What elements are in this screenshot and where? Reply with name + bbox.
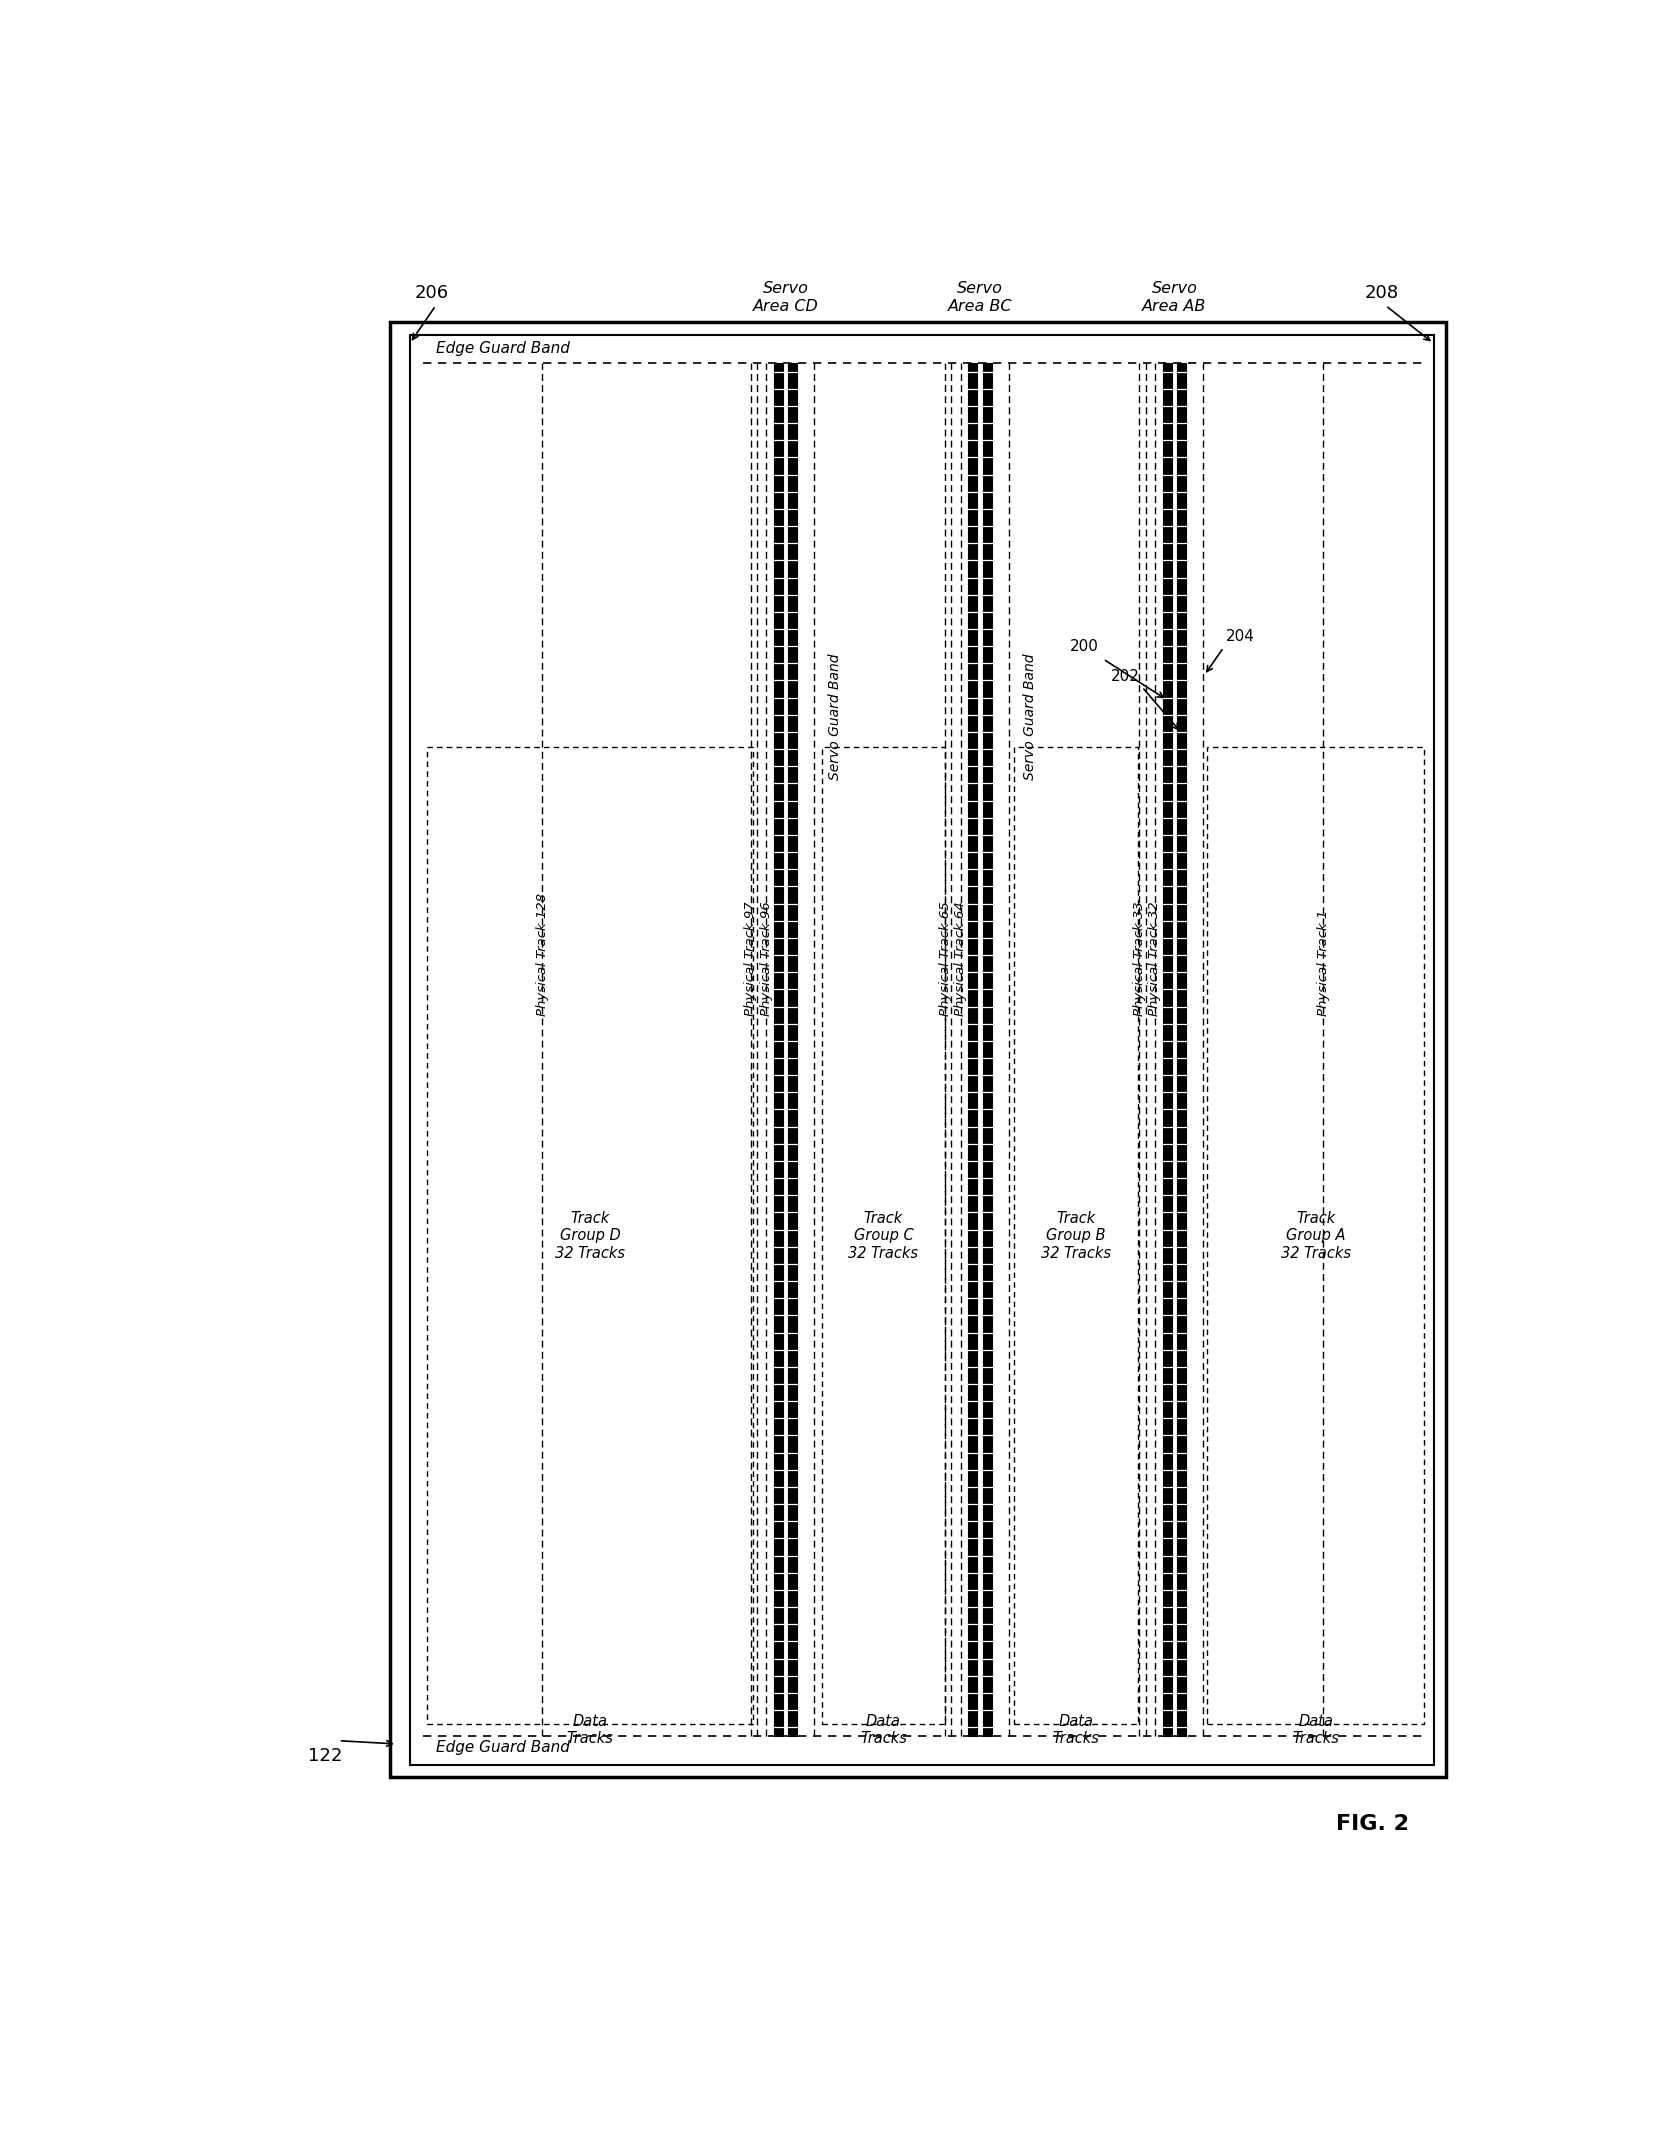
Text: Servo Guard Band: Servo Guard Band — [1023, 653, 1037, 779]
Text: Track
Group A
32 Tracks: Track Group A 32 Tracks — [1281, 1211, 1351, 1262]
Text: 204: 204 — [1226, 630, 1256, 645]
Bar — [1207, 747, 1425, 1725]
Bar — [774, 363, 782, 1736]
Text: Servo Guard Band: Servo Guard Band — [828, 653, 843, 779]
Text: Physical Track 96: Physical Track 96 — [759, 901, 772, 1016]
Text: Physical Track 33: Physical Track 33 — [1134, 901, 1145, 1016]
Text: 202: 202 — [1110, 668, 1139, 683]
Text: Physical Track 1: Physical Track 1 — [1318, 910, 1329, 1016]
Bar — [823, 747, 945, 1725]
Text: Data
Tracks: Data Tracks — [1292, 1714, 1339, 1746]
Text: Physical Track 128: Physical Track 128 — [535, 892, 548, 1016]
Bar — [410, 335, 1433, 1766]
Bar — [1177, 363, 1185, 1736]
Text: 200: 200 — [1070, 638, 1099, 653]
Text: Data
Tracks: Data Tracks — [567, 1714, 614, 1746]
Text: 208: 208 — [1364, 284, 1399, 303]
Text: Servo
Area BC: Servo Area BC — [948, 282, 1012, 314]
Bar — [391, 322, 1446, 1776]
Bar — [983, 363, 991, 1736]
Text: Physical Track 32: Physical Track 32 — [1149, 901, 1162, 1016]
Bar — [1162, 363, 1172, 1736]
Bar — [788, 363, 798, 1736]
Text: FIG. 2: FIG. 2 — [1336, 1815, 1409, 1834]
Text: Track
Group D
32 Tracks: Track Group D 32 Tracks — [555, 1211, 625, 1262]
Text: Data
Tracks: Data Tracks — [1052, 1714, 1099, 1746]
Bar — [968, 363, 978, 1736]
Text: Physical Track 64: Physical Track 64 — [955, 901, 966, 1016]
Text: Physical Track 65: Physical Track 65 — [938, 901, 951, 1016]
Text: Servo
Area AB: Servo Area AB — [1142, 282, 1207, 314]
Text: Edge Guard Band: Edge Guard Band — [436, 342, 570, 357]
Text: Track
Group C
32 Tracks: Track Group C 32 Tracks — [848, 1211, 918, 1262]
Bar — [426, 747, 752, 1725]
Text: Track
Group B
32 Tracks: Track Group B 32 Tracks — [1042, 1211, 1110, 1262]
Text: Servo
Area CD: Servo Area CD — [752, 282, 819, 314]
Text: 206: 206 — [415, 284, 450, 303]
Text: Edge Guard Band: Edge Guard Band — [436, 1740, 570, 1755]
Text: 122: 122 — [308, 1746, 343, 1766]
Text: Physical Track 97: Physical Track 97 — [744, 901, 757, 1016]
Text: Data
Tracks: Data Tracks — [859, 1714, 906, 1746]
Bar — [1013, 747, 1139, 1725]
